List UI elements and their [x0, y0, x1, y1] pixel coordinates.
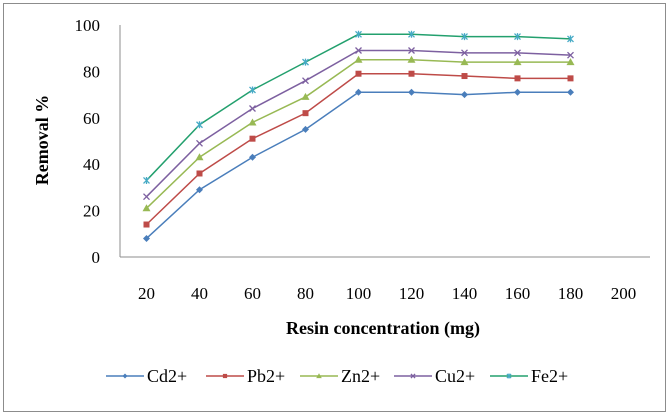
data-point: [408, 88, 415, 96]
data-point: [196, 186, 203, 194]
data-point: [408, 47, 415, 54]
data-point: [143, 221, 150, 228]
data-point: [408, 70, 415, 77]
x-tick-label: 180: [558, 284, 584, 303]
legend-item: Pb2+: [206, 366, 285, 386]
x-tick-label: 60: [244, 284, 261, 303]
x-tick-label: 200: [611, 284, 637, 303]
series-layer: [142, 30, 575, 242]
data-point: [142, 204, 151, 212]
series-line: [145, 59, 571, 209]
legend-item: Cu2+: [394, 366, 475, 386]
y-tick-label: 80: [83, 62, 100, 81]
y-tick-label: 100: [75, 16, 101, 35]
data-point: [460, 58, 469, 66]
data-point: [248, 118, 257, 126]
y-tick-label: 40: [83, 155, 100, 174]
y-axis-title: Removal %: [32, 95, 52, 185]
legend-marker: [316, 373, 322, 379]
y-tick-labels: 0 20 40 60 80 100: [75, 16, 101, 267]
data-point: [514, 88, 521, 96]
series-cd2: [143, 88, 574, 242]
x-tick-label: 40: [191, 284, 208, 303]
data-point: [567, 88, 574, 96]
x-tick-labels: 20 40 60 80 100 120 140 160 180 200: [138, 284, 636, 303]
legend-label: Cu2+: [435, 366, 475, 386]
x-tick-label: 140: [452, 284, 478, 303]
legend-item: Cd2+: [106, 366, 187, 386]
data-point: [355, 88, 362, 96]
legend-marker: [122, 373, 128, 379]
x-tick-label: 160: [505, 284, 531, 303]
series-fe2: [143, 30, 574, 184]
data-point: [355, 70, 362, 77]
series-line: [145, 72, 571, 226]
x-tick-label: 20: [138, 284, 155, 303]
data-point: [408, 30, 415, 38]
data-point: [355, 30, 362, 38]
data-point: [301, 92, 310, 100]
data-point: [302, 58, 309, 66]
data-point: [143, 176, 150, 184]
data-point: [195, 153, 204, 161]
data-point: [514, 33, 521, 41]
legend-item: Zn2+: [300, 366, 380, 386]
data-point: [249, 153, 256, 161]
data-point: [302, 125, 309, 133]
data-point: [302, 77, 309, 85]
series-zn2: [142, 55, 575, 212]
legend-marker: [506, 373, 512, 379]
legend-marker: [222, 373, 228, 379]
y-tick-label: 20: [83, 202, 100, 221]
data-point: [461, 33, 468, 41]
data-point: [354, 55, 363, 63]
data-point: [143, 193, 150, 201]
data-point: [143, 234, 150, 242]
data-point: [196, 139, 203, 147]
chart-frame: [3, 3, 666, 412]
data-point: [249, 135, 256, 142]
data-point: [567, 35, 574, 43]
data-point: [249, 105, 256, 112]
data-point: [461, 49, 468, 57]
series-pb2: [143, 70, 574, 228]
series-line: [145, 91, 571, 239]
data-point: [461, 91, 468, 99]
data-point: [567, 51, 574, 59]
x-tick-label: 80: [297, 284, 314, 303]
legend-item: Fe2+: [490, 366, 568, 386]
data-point: [567, 75, 574, 82]
data-point: [461, 73, 468, 80]
legend-label: Fe2+: [531, 366, 568, 386]
data-point: [566, 58, 575, 66]
data-point: [514, 49, 521, 57]
data-point: [196, 121, 203, 129]
data-point: [407, 55, 416, 63]
y-tick-label: 0: [92, 248, 101, 267]
data-point: [249, 86, 256, 94]
x-tick-label: 100: [346, 284, 372, 303]
legend-label: Zn2+: [341, 366, 380, 386]
data-point: [514, 75, 521, 82]
legend-label: Cd2+: [147, 366, 187, 386]
y-tick-label: 60: [83, 109, 100, 128]
legend-marker: [410, 373, 416, 379]
legend-label: Pb2+: [247, 366, 285, 386]
series-cu2: [143, 47, 574, 201]
data-point: [302, 110, 309, 117]
legend: Cd2+ Pb2+ Zn2+ Cu2+ Fe2+: [106, 366, 568, 386]
data-point: [355, 47, 362, 54]
data-point: [196, 170, 203, 177]
x-tick-label: 120: [399, 284, 425, 303]
x-axis-title: Resin concentration (mg): [286, 318, 480, 339]
data-point: [513, 58, 522, 66]
